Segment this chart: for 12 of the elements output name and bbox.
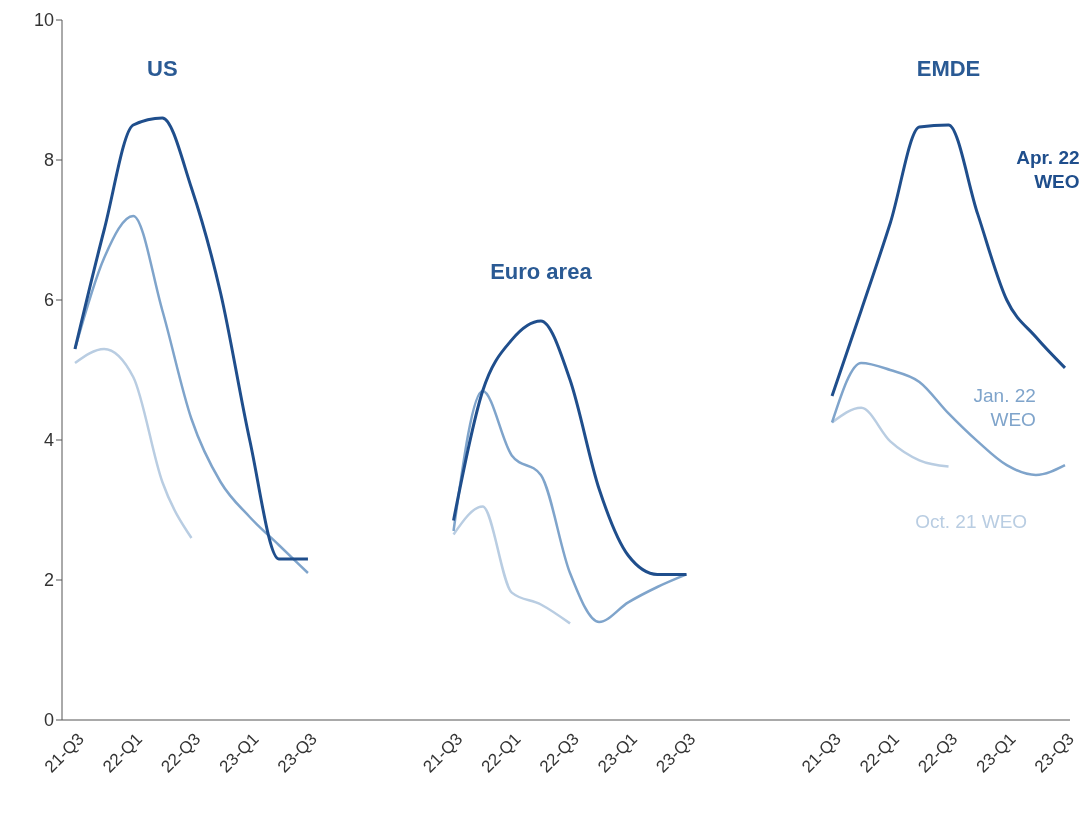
text: Oct. 21 WEO [914,510,1028,534]
annotation: Euro area [490,259,592,285]
y-tick-label: 0 [43,710,54,731]
y-tick-label: 10 [33,10,54,31]
y-tick-label: 2 [43,570,54,591]
annotation: EMDE [916,56,981,82]
y-tick-label: 6 [43,290,54,311]
annotation: US [147,56,178,82]
y-tick-label: 8 [43,150,54,171]
y-tick-label: 4 [43,430,54,451]
series-label: Jan. 22 WEO [972,384,1036,432]
text: Apr. 22 WEO [1015,146,1080,194]
